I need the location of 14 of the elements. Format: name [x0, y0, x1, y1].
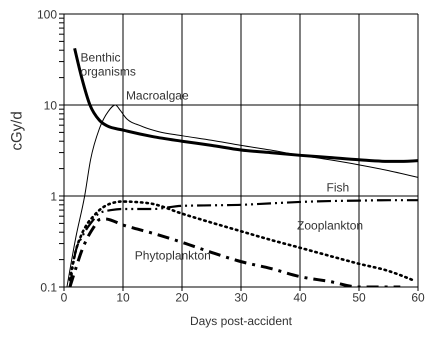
- y-axis-title: cGy/d: [8, 111, 26, 150]
- y-tick-label: 10: [44, 98, 58, 112]
- x-tick-label: 30: [234, 290, 248, 305]
- x-tick-label: 60: [411, 290, 425, 305]
- x-tick-label: 10: [116, 290, 130, 305]
- x-tick-label: 20: [175, 290, 189, 305]
- x-tick-label: 0: [60, 290, 68, 305]
- x-tick-label: 40: [293, 290, 307, 305]
- x-tick-label: 50: [352, 290, 366, 305]
- y-tick-label: 100: [36, 7, 58, 22]
- y-tick-label: 0.1: [40, 280, 58, 294]
- y-tick-label: 1: [50, 189, 58, 204]
- series-label: Fish: [326, 180, 350, 195]
- x-axis-title: Days post-accident: [190, 314, 293, 328]
